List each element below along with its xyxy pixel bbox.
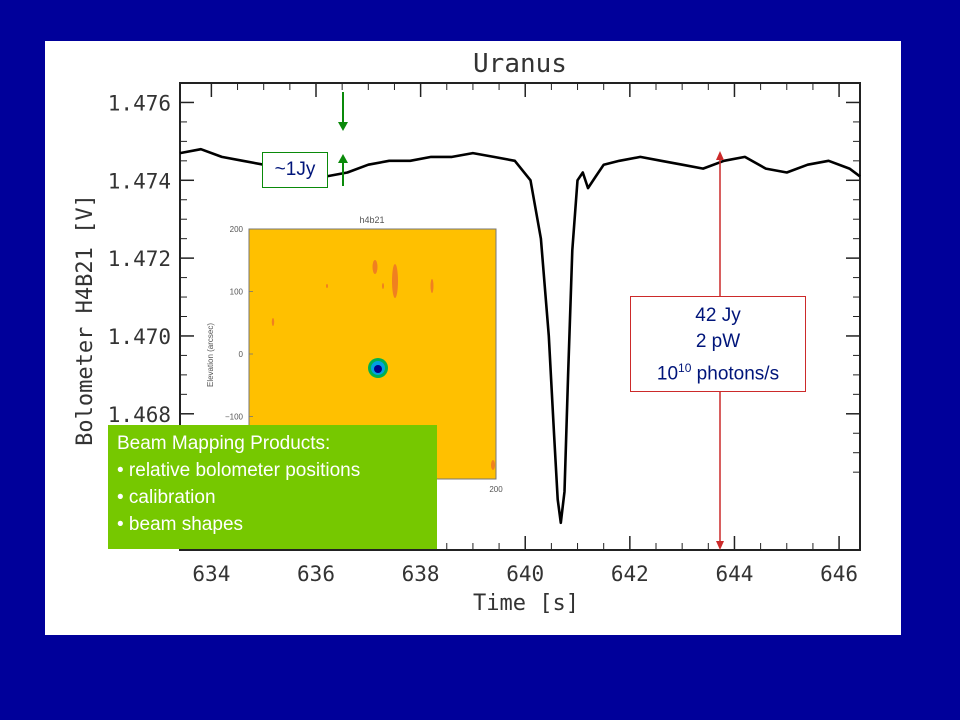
inset-y-tick-label: 200 [230,225,244,234]
inset-y-tick-label: 0 [239,350,244,359]
inset-ylabel: Elevation (arcsec) [206,323,215,387]
noise-label: ~1Jy [274,159,316,180]
noise-arrows [338,92,348,186]
arrow-up-icon [338,154,348,163]
y-axis-label: Bolometer H4B21 [V] [73,194,98,446]
flux-photons: 1010 photons/s [656,361,780,385]
x-tick-label: 642 [611,562,649,586]
inset-blob [271,318,275,326]
flux-pw: 2 pW [695,331,741,352]
flux-callout: 42 Jy 2 pW 1010 photons/s [630,296,806,392]
products-item: • relative bolometer positions [117,460,361,481]
noise-label-box: ~1Jy [262,152,328,188]
x-tick-label: 636 [297,562,335,586]
inset-ticks: 200 100 0 −100 200 [225,225,503,494]
y-tick-label: 1.474 [108,169,171,193]
products-heading: Beam Mapping Products: [117,433,331,454]
x-tick-label: 644 [715,562,753,586]
products-item: • beam shapes [117,514,244,535]
arrow-up-icon [716,151,724,160]
y-tick-label: 1.472 [108,247,171,271]
inset-blob [491,460,495,470]
inset-blob [382,283,384,289]
inset-blob [326,284,328,288]
arrow-down-icon [716,541,724,550]
x-axis-label: Time [s] [473,591,579,616]
flux-arrows [716,151,724,550]
inset-source-core [374,365,382,373]
x-tick-label: 638 [402,562,440,586]
inset-blob [430,279,434,293]
inset-blob [372,260,378,274]
inset-y-tick-label: −100 [225,413,244,422]
y-tick-label: 1.470 [108,325,171,349]
arrow-down-icon [338,122,348,131]
y-tick-label: 1.468 [108,403,171,427]
inset-x-tick-label: 200 [489,485,503,494]
flux-jy: 42 Jy [695,305,741,326]
ticks: 634 636 638 640 642 644 646 1.468 1.470 1.472 1.47… [108,83,860,586]
products-box: Beam Mapping Products: • relative bolome… [108,425,437,549]
inset-blob [392,264,398,298]
x-tick-label: 646 [820,562,858,586]
x-tick-label: 640 [506,562,544,586]
y-tick-label: 1.476 [108,91,171,115]
products-item: • calibration [117,487,216,508]
chart-title: Uranus [473,49,567,79]
x-tick-label: 634 [192,562,230,586]
inset-title: h4b21 [359,215,384,225]
inset-y-tick-label: 100 [230,288,244,297]
